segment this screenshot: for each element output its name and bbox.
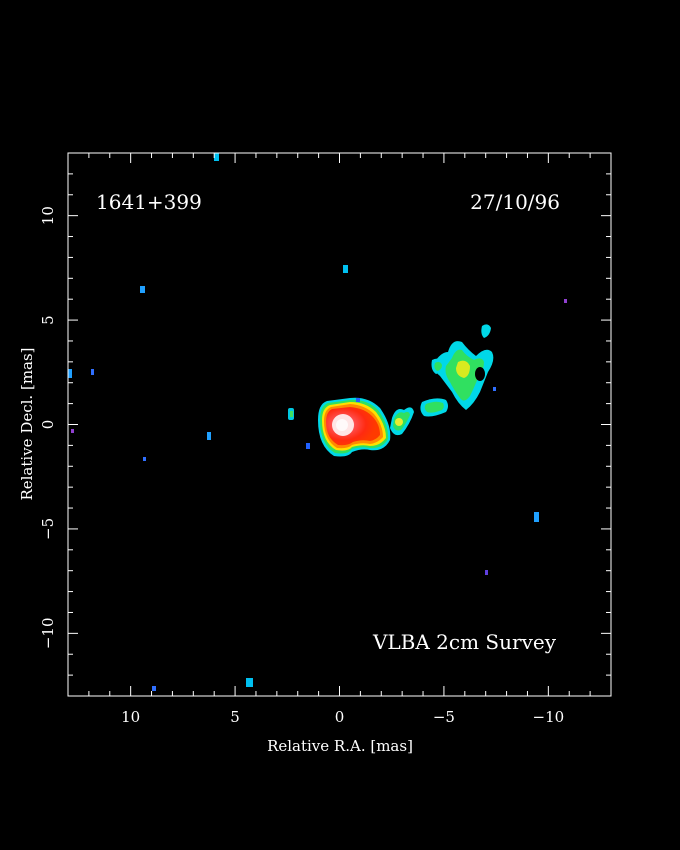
y-axis: 10 5 0 −5 −10 xyxy=(39,173,611,676)
noise-speck xyxy=(143,457,146,461)
noise-speck xyxy=(68,369,72,378)
jet-knot-2-green xyxy=(424,401,444,413)
y-axis-label: Relative Decl. [mas] xyxy=(18,347,36,500)
noise-speck xyxy=(214,153,219,161)
y-tick-label: 10 xyxy=(39,206,57,225)
outer-jet-west-blob-green xyxy=(434,361,442,371)
noise-speck xyxy=(91,369,94,375)
x-axis: 10 5 0 −5 −10 xyxy=(88,153,591,726)
x-axis-label: Relative R.A. [mas] xyxy=(267,737,413,755)
x-tick-label: 0 xyxy=(335,708,345,726)
y-tick-label: −10 xyxy=(39,618,57,650)
component-west-of-core-inner xyxy=(290,411,293,417)
noise-speck xyxy=(140,286,145,293)
x-tick-label: 10 xyxy=(121,708,140,726)
y-tick-label: −5 xyxy=(39,518,57,540)
jet-knot-1-yellow xyxy=(395,418,403,426)
component-top-small xyxy=(356,398,360,402)
noise-speck xyxy=(71,429,74,433)
observation-date-label: 27/10/96 xyxy=(470,190,560,214)
outer-jet-hole xyxy=(475,367,485,381)
noise-speck xyxy=(493,387,496,391)
source-emission xyxy=(68,153,567,691)
noise-speck xyxy=(246,678,253,687)
noise-speck xyxy=(485,570,488,575)
y-tick-label: 5 xyxy=(39,315,57,325)
core-peak-center xyxy=(336,419,348,431)
outer-jet-north-knot xyxy=(481,324,491,338)
survey-label: VLBA 2cm Survey xyxy=(372,630,557,654)
source-name-label: 1641+399 xyxy=(96,190,202,214)
y-tick-label: 0 xyxy=(39,420,57,430)
x-tick-label: −10 xyxy=(533,708,565,726)
outer-jet-yellow xyxy=(456,360,470,378)
noise-speck xyxy=(343,265,348,273)
noise-speck xyxy=(534,512,539,522)
noise-speck xyxy=(207,432,211,440)
noise-speck xyxy=(564,299,567,303)
x-tick-label: −5 xyxy=(433,708,455,726)
component-small-1 xyxy=(306,443,310,449)
x-tick-label: 5 xyxy=(230,708,240,726)
noise-speck xyxy=(152,686,156,691)
